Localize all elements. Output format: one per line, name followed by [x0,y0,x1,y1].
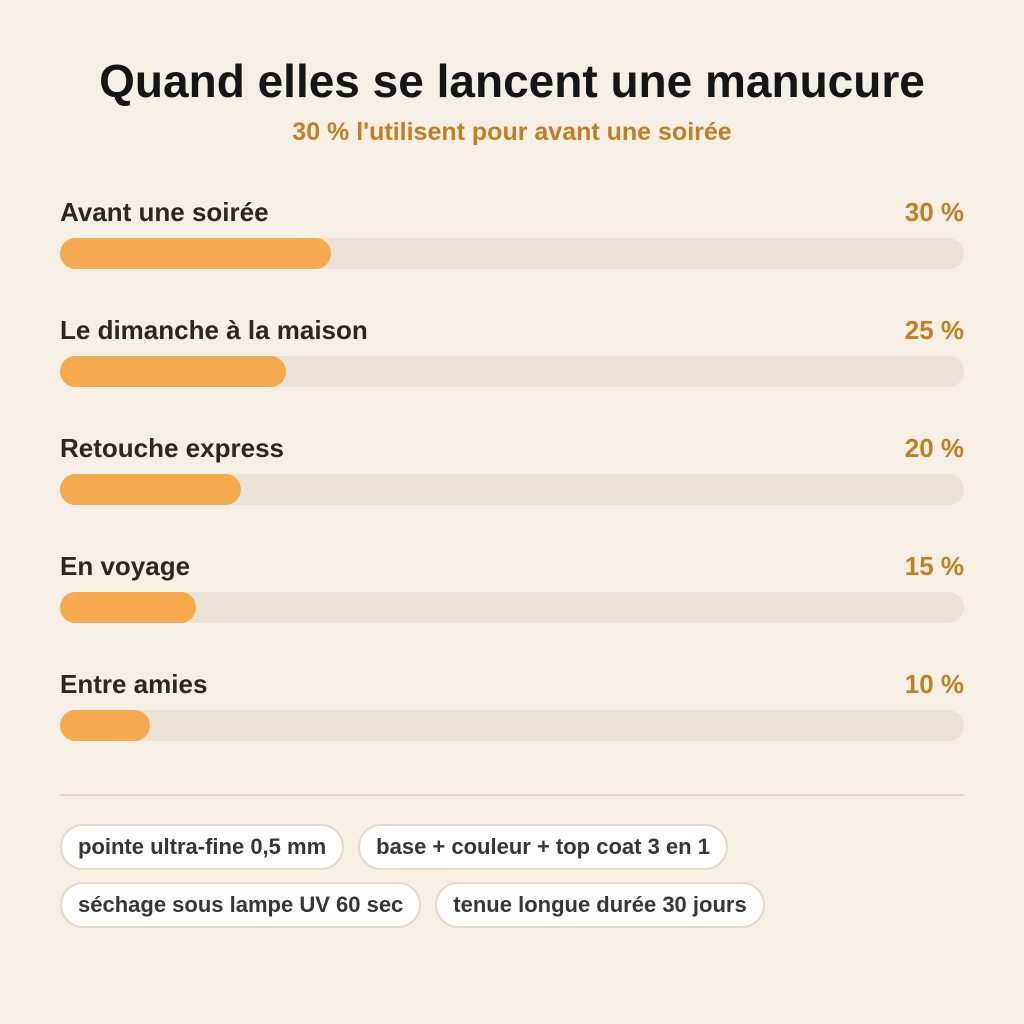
chart-subtitle: 30 % l'utilisent pour avant une soirée [292,118,732,146]
feature-tags: pointe ultra-fine 0,5 mm base + couleur +… [60,824,964,940]
bar [60,592,196,623]
bar [60,710,150,741]
feature-tag: pointe ultra-fine 0,5 mm [60,824,345,870]
bar-track [60,238,964,269]
bar-row: Le dimanche à la maison 25 % [60,313,964,431]
bar-track [60,356,964,387]
feature-tag: tenue longue durée 30 jours [435,882,765,928]
bar [60,474,241,505]
bar-row: Entre amies 10 % [60,667,964,785]
bar-value-label: 25 % [904,315,964,345]
bar-label: Retouche express [60,433,284,463]
bar-list: Avant une soirée 30 % Le dimanche à la mai… [60,195,964,785]
tag-row: séchage sous lampe UV 60 sec tenue longue… [60,882,964,928]
bar-label: Avant une soirée [60,197,269,227]
bar-track [60,710,964,741]
bar-value-label: 20 % [904,433,964,463]
bar-label: Le dimanche à la maison [60,315,368,345]
feature-tag: base + couleur + top coat 3 en 1 [358,824,728,870]
bar-row: En voyage 15 % [60,549,964,667]
bar [60,238,331,269]
bar-row: Retouche express 20 % [60,431,964,549]
tag-row: pointe ultra-fine 0,5 mm base + couleur +… [60,824,964,870]
bar-label: Entre amies [60,669,208,699]
bar-value-label: 10 % [904,669,964,699]
bar-value-label: 30 % [904,197,964,227]
bar [60,356,286,387]
divider [60,794,964,796]
chart-title: Quand elles se lancent une manucure [99,55,925,107]
bar-label: En voyage [60,551,191,581]
bar-track [60,592,964,623]
bar-row: Avant une soirée 30 % [60,195,964,313]
bar-track [60,474,964,505]
feature-tag: séchage sous lampe UV 60 sec [60,882,422,928]
bar-value-label: 15 % [904,551,964,581]
